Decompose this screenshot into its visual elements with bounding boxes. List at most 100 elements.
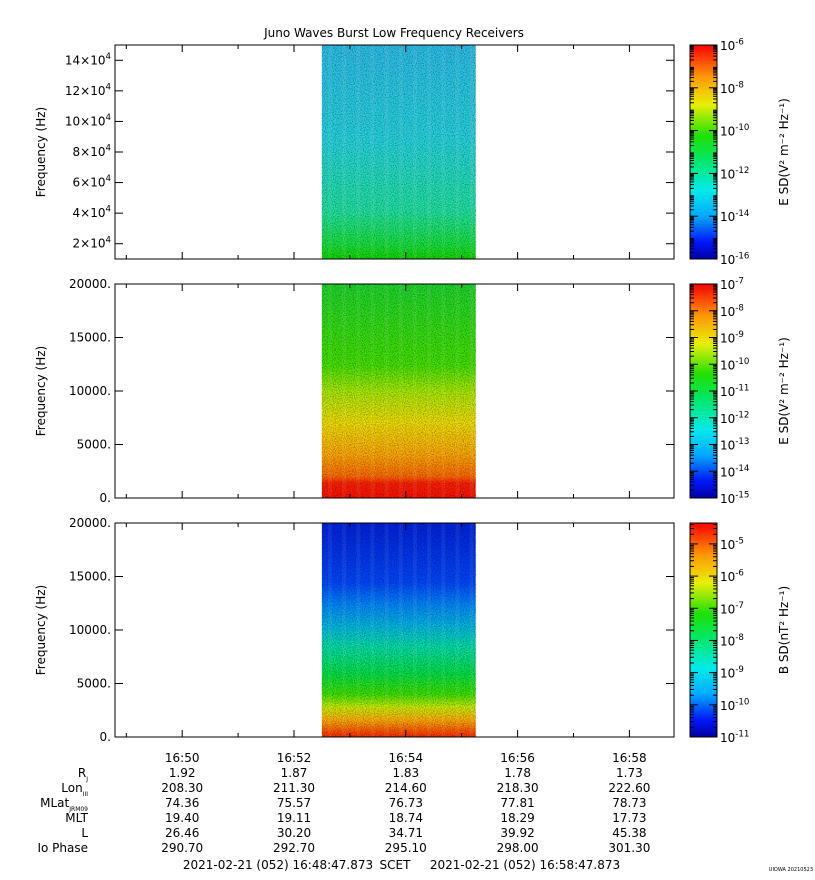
spectrogram-band (342, 284, 347, 498)
y-axis-label: Frequency (Hz) (34, 107, 48, 198)
colorbar-tick-label: 10-13 (720, 437, 749, 452)
ephemeris-value: 19.40 (165, 811, 199, 825)
colorbar-tick-label: 10-12 (720, 410, 749, 425)
spectrogram-band (342, 523, 347, 737)
spectrogram-band (370, 284, 375, 498)
colorbar-tick-label: 10-15 (720, 491, 749, 506)
ephemeris-value: 1.92 (169, 766, 196, 780)
colorbar-tick-label: 10-8 (720, 303, 744, 318)
spectrogram-band (441, 523, 446, 737)
colorbar-tick-label: 10-11 (720, 384, 749, 399)
ephemeris-value: 292.70 (273, 841, 315, 855)
spectrogram-band (412, 45, 417, 259)
ephemeris-value: 34.71 (389, 826, 423, 840)
colorbar-tick-label: 10-10 (720, 123, 749, 138)
spectrogram-band (441, 284, 446, 498)
colorbar-tick-label: 10-10 (720, 697, 749, 712)
ephemeris-value: 30.20 (277, 826, 311, 840)
ephemeris-value: 298.00 (497, 841, 539, 855)
colorbar (689, 522, 718, 738)
x-tick-label: 16:56 (500, 751, 535, 765)
spectrogram-band (327, 523, 332, 737)
spectrogram-band (384, 284, 389, 498)
ephemeris-value: 77.81 (500, 796, 534, 810)
ephemeris-value: 295.10 (385, 841, 427, 855)
colorbar-tick-label: 10-6 (720, 569, 744, 584)
credit-stamp: UIOWA 20210523 (769, 867, 813, 873)
y-tick-label: 10000. (69, 384, 111, 398)
footer-end-time: 2021-02-21 (052) 16:58:47.873 (430, 858, 620, 872)
colorbar-tick-label: 10-5 (720, 537, 744, 552)
ephemeris-value: 18.29 (500, 811, 534, 825)
spectrogram-band (427, 45, 432, 259)
colorbar-tick-label: 10-12 (720, 166, 749, 181)
spectrogram-band (398, 523, 403, 737)
spectrogram-band (412, 284, 417, 498)
colorbar-tick-label: 10-14 (720, 464, 749, 479)
spectrogram-band (469, 284, 474, 498)
spectrogram-band (356, 523, 361, 737)
spectrogram-band (455, 523, 460, 737)
ephemeris-value: 290.70 (161, 841, 203, 855)
colorbar-tick-label: 10-9 (720, 330, 744, 345)
ephemeris-value: 208.30 (161, 781, 203, 795)
y-tick-label: 2×104 (73, 235, 111, 250)
spectrogram-texture (321, 45, 476, 259)
spectrogram-band (327, 284, 332, 498)
ephemeris-value: 1.87 (281, 766, 308, 780)
ephemeris-value: 301.30 (608, 841, 650, 855)
ephemeris-value: 211.30 (273, 781, 315, 795)
colorbar (689, 44, 718, 260)
ephemeris-value: 17.73 (612, 811, 646, 825)
chart-title: Juno Waves Burst Low Frequency Receivers (263, 26, 524, 40)
spectrogram-panel: 2×104 4×104 6×104 8×104 10×104 12×104 14×104 Fr… (34, 38, 791, 267)
ephemeris-value: 218.30 (497, 781, 539, 795)
spectrogram-band (356, 284, 361, 498)
ephemeris-label: MLatJRM09 (40, 796, 88, 813)
ephemeris-value: 1.83 (392, 766, 419, 780)
ephemeris-value: 75.57 (277, 796, 311, 810)
y-axis-label: Frequency (Hz) (34, 346, 48, 437)
colorbar-label: B SD(nT² Hz⁻¹) (777, 586, 791, 674)
x-tick-label: 16:58 (612, 751, 647, 765)
spectrogram-panel: 0. 5000. 10000. 15000. 20000. Frequency (Hz) 1… (34, 277, 791, 506)
spectrogram-band (370, 45, 375, 259)
ephemeris-value: 76.73 (389, 796, 423, 810)
y-tick-label: 14×104 (65, 52, 111, 67)
colorbar-label: E SD(V² m⁻² Hz⁻¹) (777, 337, 791, 445)
colorbar-label: E SD(V² m⁻² Hz⁻¹) (777, 98, 791, 206)
colorbar-tick-label: 10-11 (720, 730, 749, 745)
spectrogram-band (412, 523, 417, 737)
y-tick-label: 8×104 (73, 144, 111, 159)
ephemeris-label: Io Phase (37, 841, 88, 855)
ephemeris-value: 19.11 (277, 811, 311, 825)
y-tick-label: 15000. (69, 331, 111, 345)
spectrogram-band (384, 523, 389, 737)
ephemeris-value: 74.36 (165, 796, 199, 810)
y-tick-label: 20000. (69, 277, 111, 291)
ephemeris-label: RJ (78, 766, 88, 783)
x-tick-label: 16:52 (277, 751, 312, 765)
ephemeris-label: MLT (65, 811, 88, 825)
spectrogram-band (441, 45, 446, 259)
colorbar-tick-label: 10-8 (720, 80, 744, 95)
colorbar-tick-label: 10-7 (720, 277, 744, 292)
ephemeris-value: 78.73 (612, 796, 646, 810)
spectrogram-band (469, 523, 474, 737)
spectrogram-band (370, 523, 375, 737)
spectrogram-band (469, 45, 474, 259)
y-tick-label: 6×104 (73, 174, 111, 189)
y-tick-label: 5000. (77, 677, 111, 691)
ephemeris-value: 18.74 (389, 811, 423, 825)
ephemeris-value: 26.46 (165, 826, 199, 840)
ephemeris-value: 1.73 (616, 766, 643, 780)
ephemeris-value: 45.38 (612, 826, 646, 840)
ephemeris-label: L (81, 826, 88, 840)
x-tick-label: 16:54 (389, 751, 424, 765)
colorbar-tick-label: 10-14 (720, 209, 749, 224)
spectrogram-band (398, 45, 403, 259)
spectrogram-band (455, 45, 460, 259)
y-axis-label: Frequency (Hz) (34, 585, 48, 676)
colorbar-tick-label: 10-16 (720, 252, 749, 267)
